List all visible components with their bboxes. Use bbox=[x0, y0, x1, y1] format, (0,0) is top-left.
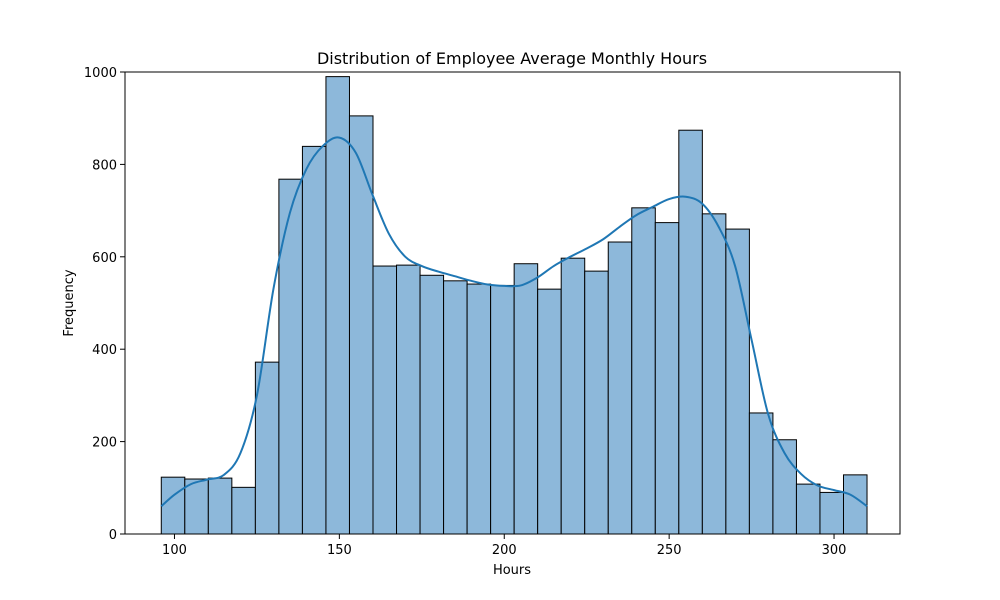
histogram-bar bbox=[207, 477, 233, 535]
y-tick-label: 0 bbox=[109, 528, 117, 543]
x-axis-ticks: 100 150 200 250 300 bbox=[162, 534, 846, 558]
x-tick-label: 100 bbox=[162, 543, 187, 558]
histogram-bar bbox=[419, 274, 445, 535]
chart-title: Distribution of Employee Average Monthly… bbox=[317, 49, 707, 68]
histogram-bar bbox=[372, 265, 398, 535]
histogram-bar bbox=[443, 280, 468, 535]
histogram-bar bbox=[631, 207, 656, 535]
plot-frame bbox=[124, 71, 901, 535]
x-tick-label: 200 bbox=[492, 543, 517, 558]
histogram-bar bbox=[325, 76, 350, 535]
histogram-bar bbox=[466, 283, 492, 535]
histogram-bar bbox=[537, 288, 562, 535]
y-axis-ticks: 0 200 400 600 800 1000 bbox=[84, 66, 125, 543]
histogram-bar bbox=[701, 213, 727, 535]
y-tick-label: 1000 bbox=[84, 66, 117, 81]
x-tick-label: 300 bbox=[822, 543, 847, 558]
histogram-bar bbox=[607, 241, 633, 535]
y-tick-label: 200 bbox=[92, 436, 117, 451]
histogram-bar bbox=[795, 483, 821, 535]
histogram-bar bbox=[654, 222, 680, 535]
histogram-bar bbox=[678, 129, 703, 535]
histogram-bar bbox=[184, 478, 209, 535]
bars-group bbox=[160, 76, 868, 535]
histogram-bar bbox=[160, 476, 186, 535]
histogram-bar bbox=[513, 263, 539, 535]
y-tick-label: 400 bbox=[92, 343, 117, 358]
histogram-bar bbox=[819, 491, 844, 535]
histogram-bar bbox=[490, 284, 515, 535]
y-tick-label: 600 bbox=[92, 251, 117, 266]
y-tick-label: 800 bbox=[92, 158, 117, 173]
y-axis-title: Frequency bbox=[62, 269, 77, 336]
histogram-bar bbox=[584, 270, 609, 535]
x-tick-label: 250 bbox=[657, 543, 682, 558]
histogram-bar bbox=[278, 178, 303, 535]
x-axis-title: Hours bbox=[493, 563, 531, 578]
histogram-bar bbox=[560, 257, 586, 535]
histogram-bar bbox=[396, 264, 421, 535]
histogram-bar bbox=[231, 486, 256, 535]
histogram-bar bbox=[301, 145, 327, 535]
x-tick-label: 150 bbox=[327, 543, 352, 558]
histogram-bar bbox=[348, 115, 374, 535]
histogram-bar bbox=[748, 412, 774, 535]
kde-curve bbox=[160, 136, 868, 508]
